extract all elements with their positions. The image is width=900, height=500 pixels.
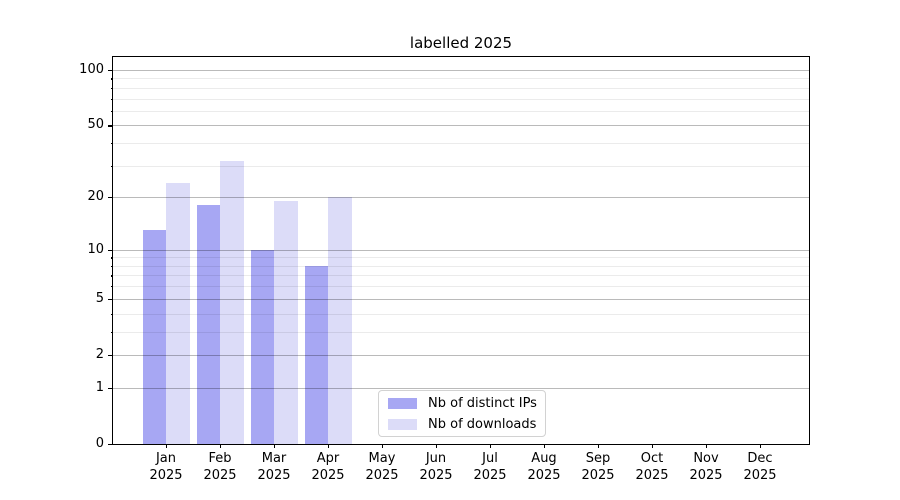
x-tick-aug <box>544 444 546 448</box>
y-tick-label-10: 10 <box>87 241 104 257</box>
gridline-minor-80 <box>113 87 809 89</box>
y-minortick-6 <box>110 286 113 288</box>
x-tick-label-feb: Feb 2025 <box>203 451 237 483</box>
bar-downloads-apr <box>328 197 352 444</box>
bar-distinct-ips-mar <box>250 249 274 444</box>
y-tick-1 <box>108 387 113 389</box>
y-minortick-9 <box>110 257 113 259</box>
legend-swatch-distinct-ips <box>388 397 417 409</box>
y-minortick-3 <box>110 331 113 333</box>
y-tick-2 <box>108 354 113 357</box>
y-tick-label-1: 1 <box>95 379 104 395</box>
x-tick-oct <box>652 444 654 448</box>
y-tick-20 <box>108 197 113 199</box>
bar-downloads-jan <box>166 183 190 444</box>
x-tick-label-may: May 2025 <box>365 451 399 483</box>
x-tick-label-mar: Mar 2025 <box>257 451 291 483</box>
y-minortick-8 <box>110 265 113 268</box>
x-tick-label-jan: Jan 2025 <box>149 451 183 483</box>
x-tick-label-sep: Sep 2025 <box>581 451 615 483</box>
x-tick-nov <box>706 444 708 448</box>
x-tick-dec <box>760 444 762 448</box>
x-tick-jul <box>490 444 492 448</box>
y-minortick-90 <box>110 78 113 80</box>
gridline-major-1 <box>113 387 809 389</box>
bar-distinct-ips-apr <box>304 265 328 444</box>
gridline-minor-9 <box>113 257 809 259</box>
x-tick-label-aug: Aug 2025 <box>527 451 561 483</box>
y-minortick-70 <box>110 98 113 100</box>
y-minortick-30 <box>110 165 113 167</box>
gridline-minor-90 <box>113 78 809 80</box>
x-tick-label-jul: Jul 2025 <box>473 451 507 483</box>
gridline-minor-70 <box>113 98 809 100</box>
x-tick-label-nov: Nov 2025 <box>689 451 723 483</box>
legend-label-distinct-ips: Nb of distinct IPs <box>428 395 537 411</box>
legend-item-distinct-ips: Nb of distinct IPs <box>388 395 537 411</box>
gridline-minor-3 <box>113 331 809 333</box>
x-tick-label-oct: Oct 2025 <box>635 451 669 483</box>
x-tick-jan <box>166 444 168 448</box>
x-tick-may <box>382 444 384 448</box>
y-tick-100 <box>108 69 113 72</box>
y-tick-0 <box>108 444 113 446</box>
gridline-major-100 <box>113 69 809 71</box>
y-tick-50 <box>108 125 113 127</box>
gridline-major-2 <box>113 354 809 356</box>
legend: Nb of distinct IPs Nb of downloads <box>378 390 546 437</box>
x-tick-label-jun: Jun 2025 <box>419 451 453 483</box>
gridline-minor-60 <box>113 110 809 112</box>
gridline-major-10 <box>113 249 809 251</box>
bar-distinct-ips-jan <box>142 230 166 444</box>
y-minortick-4 <box>110 313 113 315</box>
gridline-major-50 <box>113 125 809 127</box>
gridline-minor-40 <box>113 143 809 145</box>
y-tick-10 <box>108 249 113 251</box>
gridline-major-20 <box>113 197 809 199</box>
y-tick-5 <box>108 298 113 300</box>
bar-distinct-ips-feb <box>196 205 220 444</box>
bar-downloads-mar <box>274 201 298 444</box>
bar-downloads-feb <box>220 160 244 444</box>
y-minortick-7 <box>110 275 113 277</box>
y-minortick-60 <box>110 110 113 112</box>
x-tick-feb <box>220 444 222 448</box>
y-minortick-80 <box>110 87 113 90</box>
gridline-minor-7 <box>113 275 809 277</box>
y-tick-label-20: 20 <box>87 189 104 205</box>
y-tick-label-5: 5 <box>95 290 104 306</box>
legend-item-downloads: Nb of downloads <box>388 417 536 432</box>
gridline-minor-6 <box>113 286 809 288</box>
x-tick-sep <box>598 444 600 448</box>
legend-swatch-downloads <box>388 418 417 430</box>
x-tick-apr <box>328 444 330 448</box>
legend-label-downloads: Nb of downloads <box>428 416 537 432</box>
gridline-minor-30 <box>113 165 809 167</box>
y-tick-label-50: 50 <box>87 117 104 133</box>
y-tick-label-100: 100 <box>79 61 104 77</box>
x-tick-label-dec: Dec 2025 <box>743 451 777 483</box>
x-tick-jun <box>436 444 438 448</box>
y-minortick-40 <box>110 143 113 145</box>
gridline-minor-4 <box>113 313 809 315</box>
gridline-minor-8 <box>113 265 809 267</box>
chart-title: labelled 2025 <box>409 34 513 52</box>
y-tick-label-0: 0 <box>95 436 104 451</box>
plot-area <box>112 56 810 445</box>
gridline-major-5 <box>113 298 809 300</box>
x-tick-mar <box>274 444 276 448</box>
x-tick-label-apr: Apr 2025 <box>311 451 345 483</box>
y-tick-label-2: 2 <box>95 346 104 362</box>
